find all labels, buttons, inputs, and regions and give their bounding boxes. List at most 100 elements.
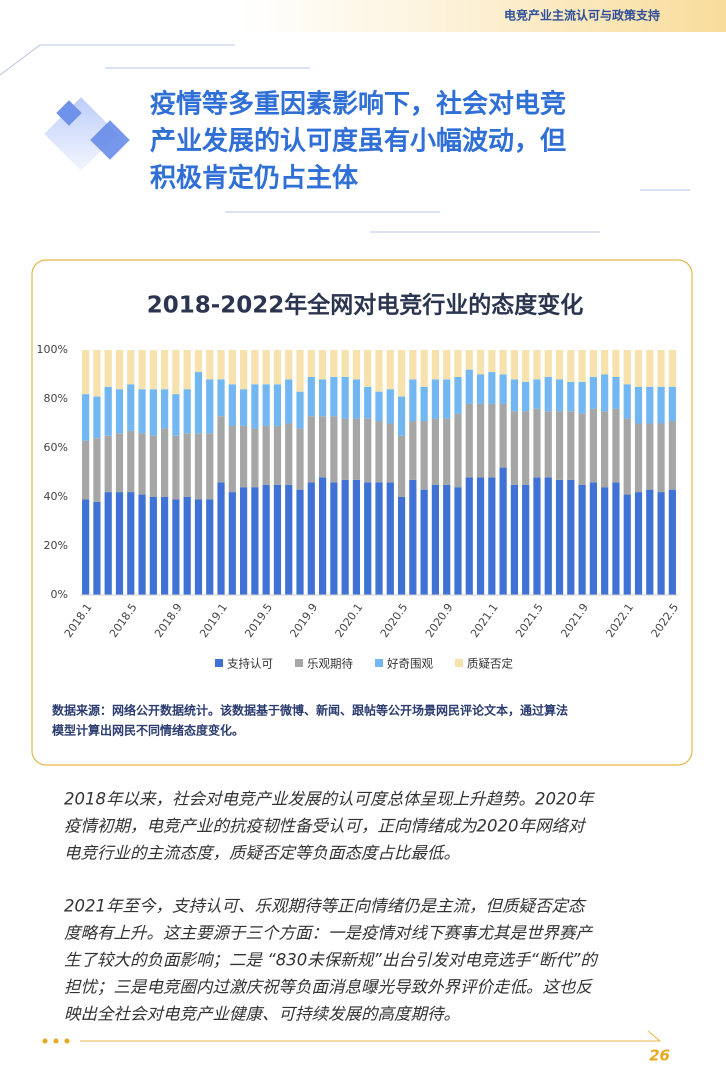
bar-segment	[465, 403, 473, 478]
y-tick-label: 40%	[44, 490, 68, 503]
bar-segment	[646, 350, 654, 387]
bar-segment	[183, 389, 191, 434]
bar-segment	[589, 482, 597, 595]
bar-segment	[217, 350, 225, 380]
bar-segment	[522, 381, 530, 412]
bar-segment	[589, 350, 597, 377]
bar-segment	[476, 350, 485, 375]
bar-segment	[307, 376, 315, 417]
bar-segment	[273, 384, 282, 426]
bar-segment	[206, 350, 214, 380]
bar-segment	[443, 350, 451, 380]
bar-segment	[127, 430, 135, 493]
bar-segment	[634, 423, 643, 493]
legend-swatch	[455, 659, 463, 667]
bar-segment	[285, 379, 293, 424]
bar-segment	[567, 411, 575, 480]
legend-label: 乐观期待	[307, 657, 353, 671]
bar-segment	[567, 350, 575, 382]
bar-segment	[127, 384, 135, 431]
bar-segment	[251, 487, 259, 595]
bar-segment	[318, 350, 327, 380]
bar-segment	[386, 350, 394, 390]
bar-segment	[194, 350, 203, 373]
bar-segment	[522, 411, 530, 485]
bar-segment	[330, 416, 338, 483]
body-line: 生了较大的负面影响；二是 “830未保新规”出台引发对电竞选手“断代”的	[64, 951, 599, 970]
bar-segment	[544, 376, 552, 412]
bar-segment	[161, 497, 169, 595]
bar-segment	[149, 389, 157, 436]
bar-segment	[183, 350, 191, 390]
bar-segment	[296, 428, 304, 490]
y-tick-label: 60%	[44, 441, 68, 454]
bar-segment	[206, 379, 214, 434]
legend-label: 好奇围观	[387, 657, 433, 671]
bar-segment	[364, 418, 372, 483]
bar-segment	[386, 423, 394, 483]
bar-segment	[251, 384, 259, 429]
bar-segment	[668, 386, 676, 422]
bar-segment	[431, 379, 440, 419]
bar-segment	[499, 467, 507, 595]
bar-segment	[578, 484, 586, 595]
bar-segment	[465, 350, 473, 370]
bar-segment	[273, 350, 282, 385]
y-tick-label: 100%	[37, 343, 68, 356]
bar-segment	[397, 435, 406, 497]
bar-segment	[454, 487, 462, 595]
bar-segment	[443, 418, 451, 485]
bar-segment	[510, 484, 518, 595]
bar-segment	[217, 379, 225, 417]
legend-swatch	[375, 659, 383, 667]
bar-segment	[499, 403, 507, 468]
bar-segment	[330, 350, 338, 377]
bar-segment	[217, 482, 225, 595]
bar-segment	[93, 501, 101, 595]
page-number: 26	[649, 1047, 670, 1065]
bar-segment	[555, 350, 564, 380]
bar-segment	[307, 350, 315, 377]
bar-segment	[510, 350, 518, 380]
bar-segment	[115, 350, 124, 390]
body-line: 担忧；三是电竞圈内过激庆祝等负面消息曝光导致外界评价走低。这也反	[64, 978, 594, 997]
bar-segment	[578, 413, 586, 485]
bar-segment	[668, 350, 676, 387]
bar-segment	[285, 423, 293, 485]
bar-segment	[206, 499, 214, 595]
legend-label: 支持认可	[227, 657, 273, 671]
bar-segment	[533, 477, 541, 595]
bar-segment	[522, 484, 530, 595]
deco-diamonds	[44, 97, 130, 171]
bar-segment	[431, 484, 440, 595]
bar-segment	[341, 376, 349, 419]
bar-segment	[623, 384, 631, 419]
bar-segment	[104, 386, 112, 436]
bar-segment	[352, 479, 361, 595]
bar-segment	[555, 479, 564, 595]
legend-label: 质疑否定	[467, 657, 513, 671]
bar-segment	[307, 482, 315, 595]
bar-segment	[161, 389, 169, 429]
body-line: 映出全社会对电竞产业健康、可持续发展的高度期待。	[64, 1005, 460, 1024]
bar-segment	[330, 376, 338, 417]
bar-segment	[555, 411, 564, 480]
bar-segment	[476, 477, 485, 595]
bar-segment	[612, 376, 620, 409]
bar-segment	[318, 379, 327, 417]
bar-segment	[194, 433, 203, 500]
bar-segment	[296, 350, 304, 392]
bar-segment	[161, 350, 169, 390]
bar-segment	[634, 492, 643, 595]
bar-segment	[601, 350, 609, 375]
bar-segment	[634, 386, 643, 424]
bar-segment	[262, 425, 270, 485]
bar-segment	[285, 484, 293, 595]
bar-segment	[375, 391, 383, 422]
bar-segment	[567, 381, 575, 412]
bar-segment	[420, 421, 428, 490]
bar-segment	[240, 487, 248, 595]
bar-segment	[251, 428, 259, 488]
bar-segment	[93, 396, 101, 439]
bar-segment	[589, 408, 597, 483]
